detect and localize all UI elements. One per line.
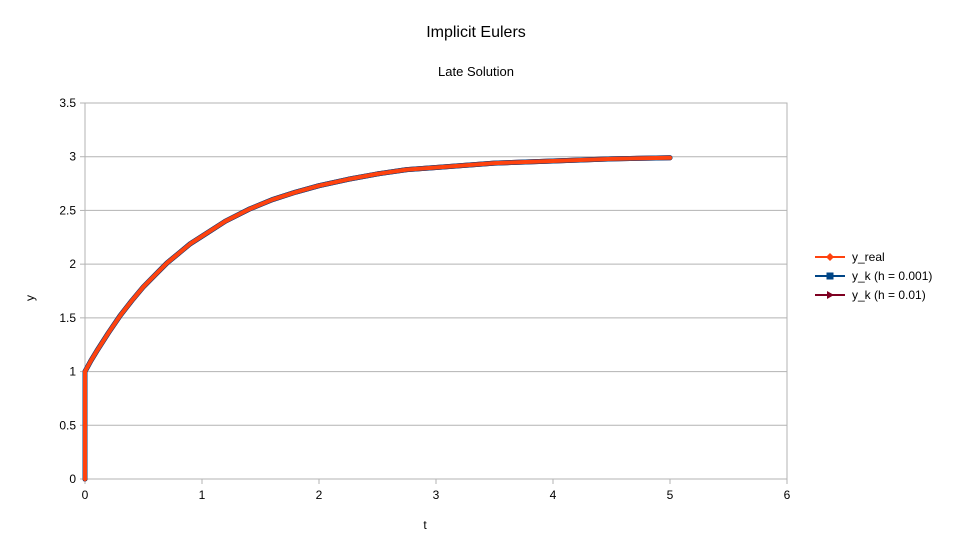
series-2: [82, 155, 673, 482]
x-tick-label: 3: [433, 488, 440, 502]
y-tick-label: 0: [69, 472, 76, 486]
x-tick-label: 2: [316, 488, 323, 502]
legend-label: y_real: [852, 250, 885, 264]
legend-marker: [826, 272, 834, 280]
y-tick-label: 3: [69, 150, 76, 164]
series-group: [82, 155, 673, 482]
series-0: [82, 155, 672, 482]
data-point: [82, 369, 88, 375]
x-tick-label: 1: [199, 488, 206, 502]
series-line: [82, 155, 673, 482]
tick-labels: 0 0.5 1 1.5 2 2.5 3 3.5 0 1 2 3 4 5 6: [59, 96, 790, 502]
x-tick-label: 6: [784, 488, 791, 502]
legend-marker: [827, 291, 834, 299]
x-tick-label: 4: [550, 488, 557, 502]
series-1: [82, 155, 673, 482]
x-tick-label: 5: [667, 488, 674, 502]
x-axis-label: t: [423, 518, 427, 532]
y-tick-label: 2.5: [59, 203, 76, 217]
chart-title: Implicit Eulers: [426, 24, 526, 41]
chart-subtitle: Late Solution: [438, 64, 514, 79]
grid-lines: [80, 102, 788, 484]
legend-marker: [826, 253, 834, 261]
y-tick-label: 2: [69, 257, 76, 271]
legend-entry: y_k (h = 0.01): [815, 288, 926, 302]
y-tick-label: 1: [69, 365, 76, 379]
legend-entry: y_k (h = 0.001): [815, 269, 932, 283]
legend-label: y_k (h = 0.001): [852, 269, 932, 283]
plot-area-frame: [84, 102, 788, 480]
legend-label: y_k (h = 0.01): [852, 288, 926, 302]
x-tick-label: 0: [82, 488, 89, 502]
y-axis-label: y: [23, 295, 37, 301]
y-tick-label: 1.5: [59, 311, 76, 325]
y-tick-label: 3.5: [59, 96, 76, 110]
legend-entry: y_real: [815, 250, 885, 264]
series-line: [83, 155, 672, 481]
data-point: [82, 476, 88, 482]
series-line: [82, 155, 673, 482]
y-tick-label: 0.5: [59, 418, 76, 432]
data-point: [82, 422, 88, 428]
legend: y_real y_k (h = 0.001) y_k (h = 0.01): [815, 250, 932, 302]
